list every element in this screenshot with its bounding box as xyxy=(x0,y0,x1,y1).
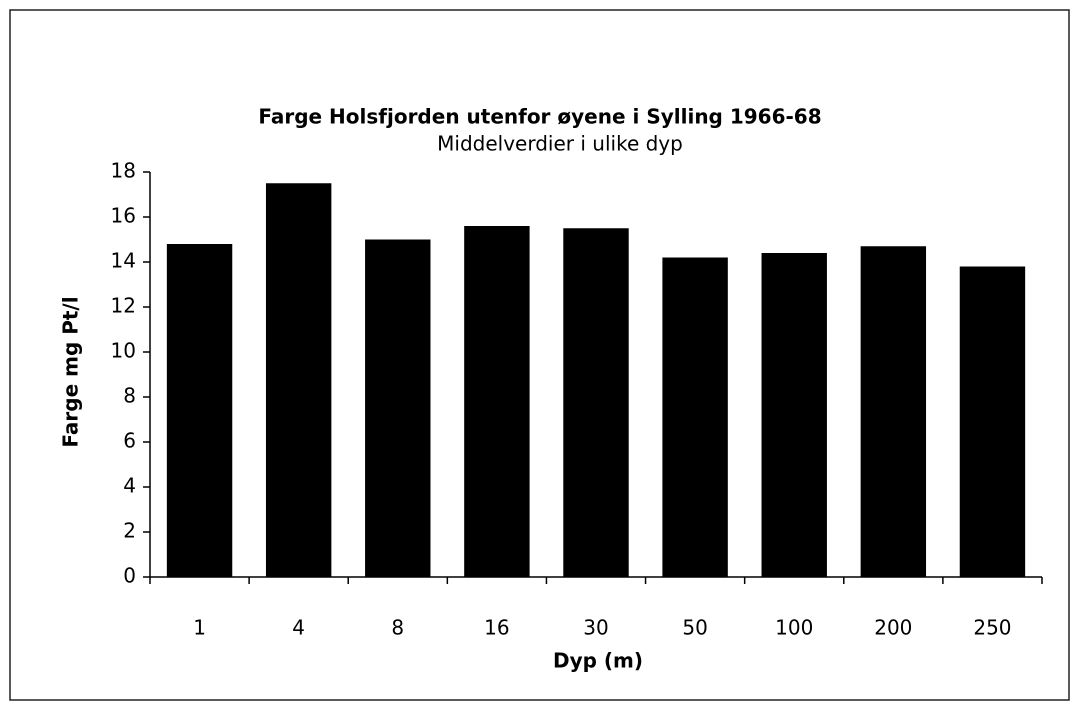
x-tick-label: 16 xyxy=(484,616,509,640)
x-axis-label: Dyp (m) xyxy=(553,649,643,673)
bar xyxy=(365,239,431,577)
bar xyxy=(662,257,728,577)
bar xyxy=(464,226,530,577)
y-tick-label: 14 xyxy=(111,249,136,273)
y-axis-label: Farge mg Pt/l xyxy=(59,296,83,447)
x-tick-label: 4 xyxy=(292,616,305,640)
x-tick-label: 100 xyxy=(775,616,813,640)
frame xyxy=(9,9,1070,701)
bar xyxy=(959,266,1026,577)
y-tick-label: 8 xyxy=(123,384,136,408)
x-tick-label: 8 xyxy=(391,616,404,640)
y-tick-label: 4 xyxy=(123,474,136,498)
y-tick-label: 16 xyxy=(111,204,136,228)
bar xyxy=(265,183,332,577)
bar xyxy=(860,246,927,577)
y-tick-label: 10 xyxy=(111,339,136,363)
y-tick-label: 12 xyxy=(111,294,136,318)
x-tick-label: 200 xyxy=(874,616,912,640)
chart-title: Farge Holsfjorden utenfor øyene i Syllin… xyxy=(258,105,821,129)
y-tick-label: 2 xyxy=(123,519,136,543)
y-tick-label: 6 xyxy=(123,429,136,453)
bar xyxy=(761,253,827,577)
x-tick-label: 250 xyxy=(973,616,1011,640)
y-tick-label: 18 xyxy=(111,159,136,183)
chart-subtitle: Middelverdier i ulike dyp xyxy=(437,132,683,156)
x-tick-label: 1 xyxy=(193,616,206,640)
x-tick-label: 50 xyxy=(682,616,707,640)
bar xyxy=(166,244,233,577)
x-tick-label: 30 xyxy=(583,616,608,640)
bar xyxy=(563,228,629,577)
y-tick-label: 0 xyxy=(123,564,136,588)
